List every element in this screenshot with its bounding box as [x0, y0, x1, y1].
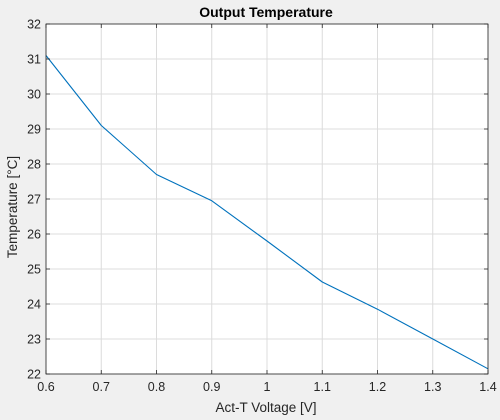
x-tick-label: 0.8 — [148, 380, 165, 394]
x-tick-label: 1 — [264, 380, 271, 394]
x-tick-label: 0.6 — [37, 380, 54, 394]
y-tick-label: 29 — [27, 123, 41, 137]
x-tick-label: 1.2 — [369, 380, 386, 394]
y-tick-label: 26 — [27, 228, 41, 242]
x-tick-labels: 0.6 0.7 0.8 0.9 1 1.1 1.2 1.3 1.4 — [37, 380, 496, 394]
y-tick-label: 30 — [27, 88, 41, 102]
x-tick-label: 1.3 — [424, 380, 441, 394]
y-tick-labels: 22 23 24 25 26 27 28 29 30 31 32 — [27, 18, 41, 382]
x-tick-label: 0.9 — [203, 380, 220, 394]
x-tick-label: 1.4 — [479, 380, 496, 394]
y-tick-label: 28 — [27, 158, 41, 172]
y-axis-title: Temperature [°C] — [5, 156, 20, 258]
x-tick-label: 0.7 — [93, 380, 110, 394]
y-tick-label: 27 — [27, 193, 41, 207]
y-tick-label: 24 — [27, 298, 41, 312]
y-tick-label: 23 — [27, 333, 41, 347]
x-axis-title: Act-T Voltage [V] — [215, 400, 316, 415]
y-tick-label: 25 — [27, 263, 41, 277]
chart-title: Output Temperature — [199, 4, 333, 20]
y-tick-label: 32 — [27, 18, 41, 32]
y-tick-label: 31 — [27, 53, 41, 67]
y-tick-label: 22 — [27, 368, 41, 382]
x-tick-label: 1.1 — [314, 380, 331, 394]
tick-marks — [45, 23, 489, 375]
